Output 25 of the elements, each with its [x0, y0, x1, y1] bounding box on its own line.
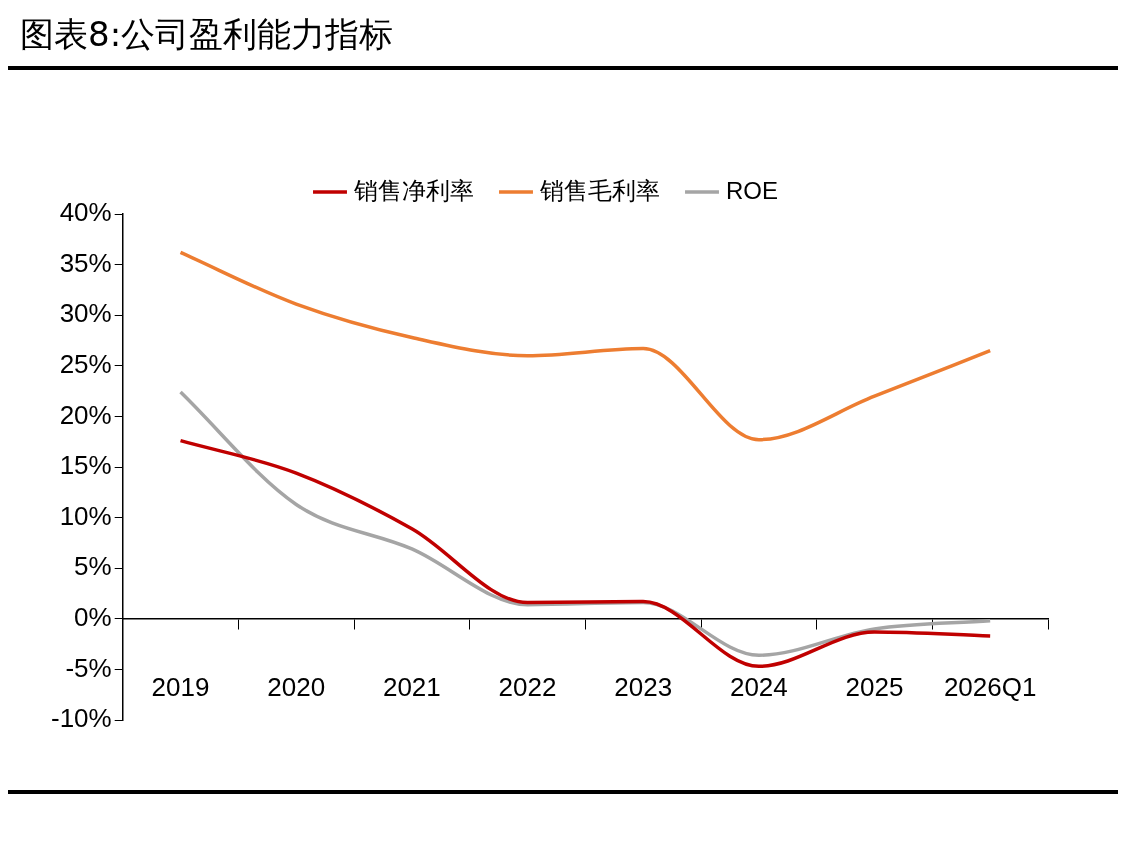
legend-label: 销售毛利率: [539, 176, 660, 204]
y-tick-label: 35%: [59, 247, 112, 278]
y-tick-label: 15%: [59, 450, 112, 481]
x-tick-label: 2021: [382, 671, 441, 702]
legend-label: 销售净利率: [353, 176, 474, 204]
y-tick-label: 20%: [59, 399, 112, 430]
x-tick-label: 2019: [151, 671, 210, 702]
x-tick-label: 2022: [498, 671, 557, 702]
line-series: [178, 250, 992, 442]
x-tick-label: 2024: [729, 671, 788, 702]
chart-title: 图表8:公司盈利能力指标: [8, 8, 1118, 70]
legend-label: ROE: [726, 176, 779, 204]
y-tick-label: 5%: [74, 551, 112, 582]
y-tick-label: 25%: [59, 348, 112, 379]
y-tick-label: 40%: [59, 197, 112, 228]
y-tick-label: -5%: [65, 652, 112, 683]
x-tick-label: 2020: [267, 671, 326, 702]
y-tick-label: 0%: [74, 601, 112, 632]
line-series: [178, 438, 992, 669]
y-tick-label: -10%: [50, 703, 112, 734]
y-tick-label: 30%: [59, 298, 112, 329]
x-tick-label: 2023: [614, 671, 673, 702]
x-tick-label: 2026Q1: [943, 671, 1037, 702]
y-tick-label: 10%: [59, 500, 112, 531]
x-tick-label: 2025: [845, 671, 904, 702]
